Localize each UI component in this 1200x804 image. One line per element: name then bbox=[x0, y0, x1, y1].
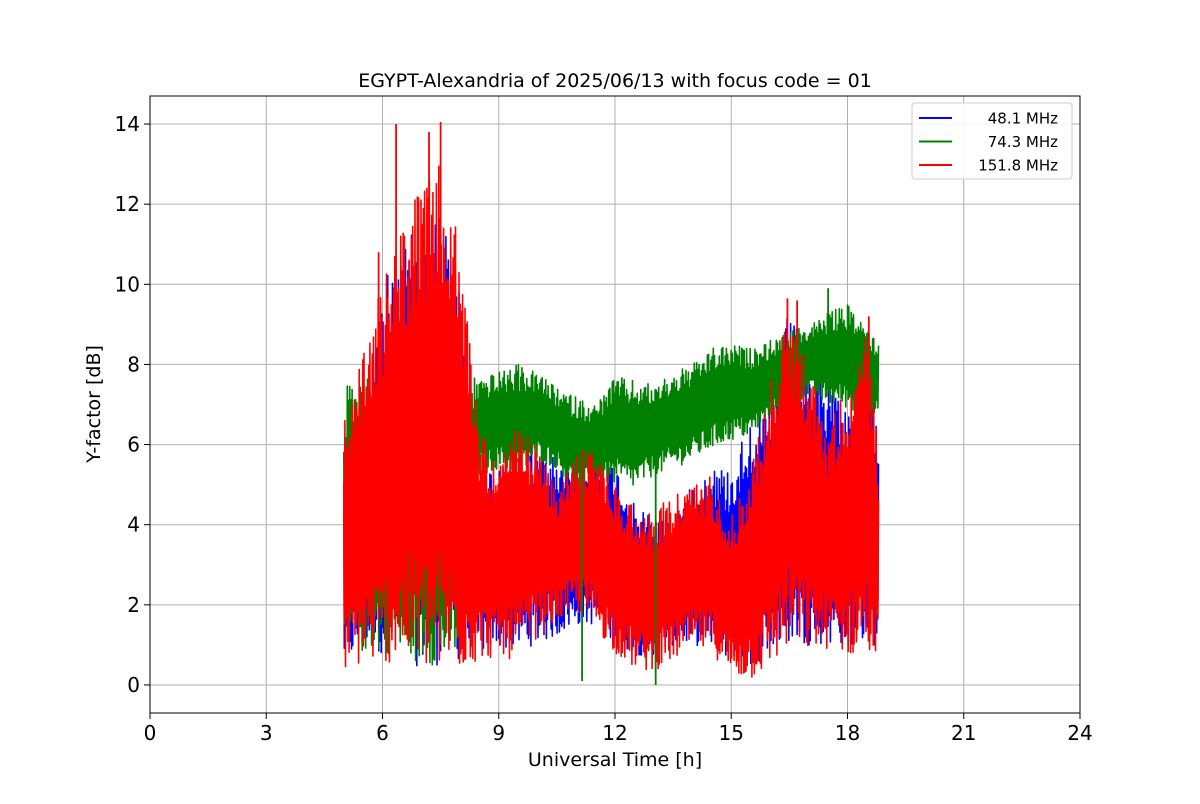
legend-label: 151.8 MHz bbox=[978, 157, 1058, 175]
x-tick-label: 9 bbox=[492, 721, 505, 745]
x-tick-label: 3 bbox=[260, 721, 273, 745]
legend-box bbox=[911, 102, 1073, 180]
y-tick-label: 12 bbox=[115, 192, 140, 216]
y-axis-ticks: 0 2 4 6 8 10 12 14 bbox=[115, 112, 150, 697]
chart-title: EGYPT-Alexandria of 2025/06/13 with focu… bbox=[358, 70, 872, 92]
series-line-2 bbox=[343, 165, 880, 678]
y-axis-label: Y-factor [dB] bbox=[83, 345, 105, 464]
y-tick-label: 14 bbox=[115, 112, 140, 136]
x-tick-label: 6 bbox=[376, 721, 389, 745]
y-tick-label: 6 bbox=[127, 433, 140, 457]
x-tick-label: 0 bbox=[144, 721, 157, 745]
legend-label: 48.1 MHz bbox=[988, 110, 1058, 128]
x-axis-ticks: 0 3 6 9 12 15 18 21 24 bbox=[144, 713, 1093, 745]
legend: 48.1 MHz 74.3 MHz 151.8 MHz bbox=[911, 102, 1073, 180]
plot-series-area bbox=[343, 122, 880, 685]
y-tick-label: 4 bbox=[127, 513, 140, 537]
x-tick-label: 18 bbox=[835, 721, 860, 745]
legend-label: 74.3 MHz bbox=[988, 133, 1058, 151]
x-tick-label: 12 bbox=[602, 721, 627, 745]
x-tick-label: 24 bbox=[1067, 721, 1092, 745]
y-tick-label: 2 bbox=[127, 593, 140, 617]
x-axis-label: Universal Time [h] bbox=[528, 749, 702, 771]
y-tick-label: 0 bbox=[127, 673, 140, 697]
y-tick-label: 10 bbox=[115, 272, 140, 296]
x-tick-label: 15 bbox=[719, 721, 744, 745]
y-tick-label: 8 bbox=[127, 352, 140, 376]
x-tick-label: 21 bbox=[951, 721, 976, 745]
